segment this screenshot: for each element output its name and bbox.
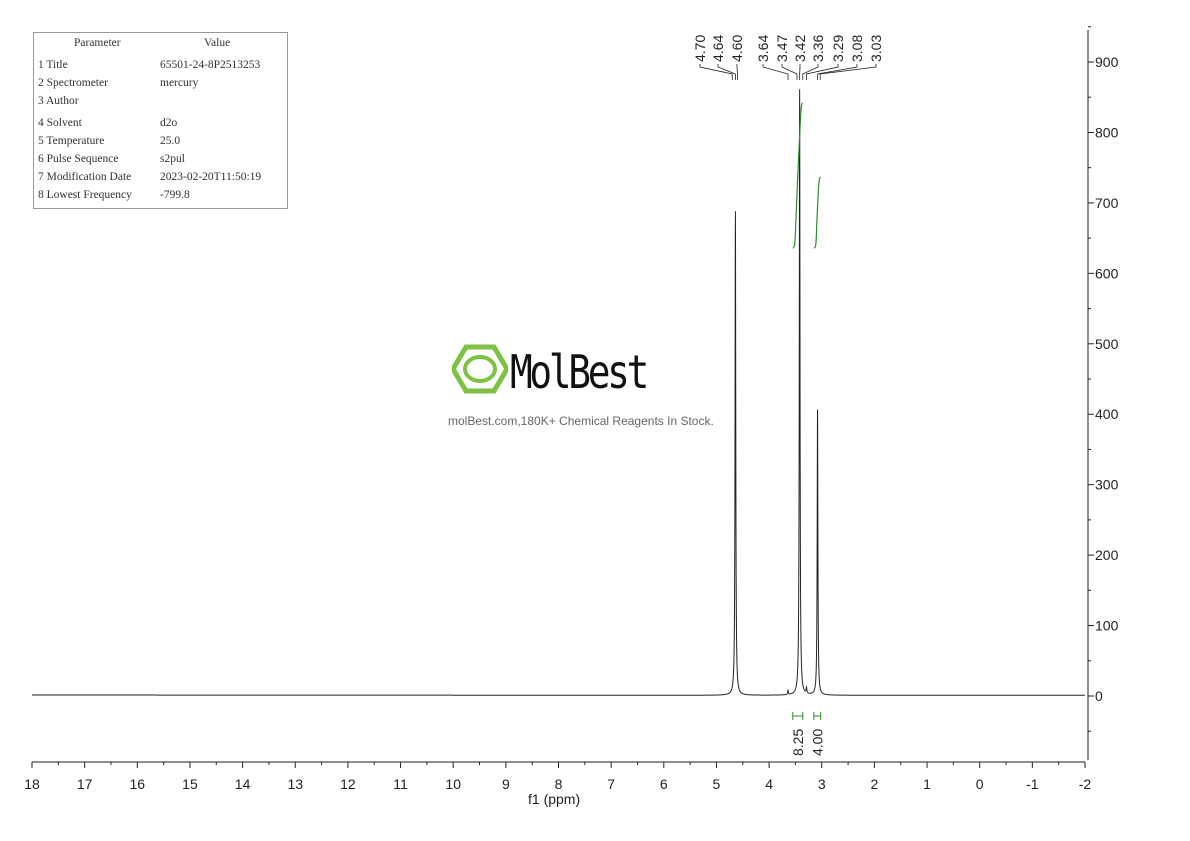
peak-label-leader [736,64,738,80]
peak-label-leader [802,64,819,80]
x-tick-label: -1 [1026,776,1039,792]
y-tick-label: 800 [1095,124,1119,140]
peak-label: 3.42 [792,35,808,62]
integral-curve [792,102,804,249]
param-value: 25.0 [160,135,181,147]
x-tick-label: 8 [555,776,563,792]
peak-label-leader [781,64,798,80]
parameter-table: Parameter Value 1 Title 65501-24-8P251325… [33,32,288,209]
param-name: 1 Title [38,59,68,71]
x-tick-label: 6 [660,776,668,792]
peak-label-leader [699,64,733,80]
param-value: 2023-02-20T11:50:19 [160,171,262,183]
peak-label: 4.70 [692,35,708,62]
x-tick-label: 11 [393,776,408,792]
y-tick-label: 600 [1095,265,1119,281]
x-tick-label: 2 [871,776,879,792]
y-tick-label: 100 [1095,618,1119,634]
param-name: 8 Lowest Frequency [38,189,132,201]
value-header: Value [204,37,231,49]
y-tick-label: 200 [1095,547,1119,563]
peak-label-leader [717,64,736,80]
peak-label: 3.08 [849,35,865,62]
y-tick-label: 0 [1095,688,1103,704]
peak-label: 4.60 [729,35,745,62]
param-name: 6 Pulse Sequence [38,153,119,165]
x-axis-label: f1 (ppm) [528,791,581,807]
integral-curve [813,176,822,249]
peak-label: 3.29 [830,35,846,62]
x-tick-label: 15 [182,776,198,792]
x-tick-label: 7 [607,776,615,792]
y-tick-label: 900 [1095,54,1119,70]
peak-label: 3.47 [774,35,790,62]
peak-label-leader [762,64,789,80]
peak-label: 3.36 [810,35,826,62]
molbest-logo-text: MolBest [510,345,649,399]
peak-label-leader [806,64,839,80]
param-name: 2 Spectrometer [38,77,108,89]
peak-label: 3.03 [868,35,884,62]
param-name: 5 Temperature [38,135,105,147]
spectrum-line [32,89,1085,696]
x-tick-label: 4 [765,776,773,792]
param-name: 4 Solvent [38,117,82,129]
integral-value-label: 8.25 [790,729,806,756]
param-name: 3 Author [38,95,79,107]
y-tick-label: 500 [1095,336,1119,352]
x-tick-label: 5 [713,776,721,792]
param-header: Parameter [74,37,121,49]
integral-bracket [813,712,822,720]
x-tick-label: 1 [923,776,931,792]
peak-label-leader [817,64,858,80]
x-tick-label: 17 [77,776,93,792]
x-tick-label: 18 [24,776,40,792]
param-value: mercury [160,77,199,89]
x-tick-label: 14 [235,776,251,792]
x-tick-label: 0 [976,776,984,792]
x-tick-label: 9 [502,776,510,792]
x-tick-label: 16 [130,776,146,792]
y-tick-label: 400 [1095,406,1119,422]
peak-label-leader [819,64,877,80]
peak-label: 3.64 [755,35,771,62]
y-tick-label: 700 [1095,195,1119,211]
molbest-hexagon-icon [452,344,508,394]
x-tick-label: -2 [1079,776,1092,792]
peak-label: 4.64 [710,35,726,62]
x-tick-label: 13 [287,776,303,792]
x-tick-label: 10 [445,776,461,792]
watermark-tagline: molBest.com,180K+ Chemical Reagents In S… [448,414,714,428]
param-name: 7 Modification Date [38,171,132,183]
param-value: s2pul [160,153,185,165]
integral-bracket [792,712,804,720]
y-tick-label: 300 [1095,477,1119,493]
integral-value-label: 4.00 [809,729,825,756]
x-tick-label: 12 [340,776,356,792]
x-tick-label: 3 [818,776,826,792]
param-value: 65501-24-8P2513253 [160,59,261,71]
param-value: d2o [160,117,178,129]
param-value: -799.8 [160,189,190,201]
